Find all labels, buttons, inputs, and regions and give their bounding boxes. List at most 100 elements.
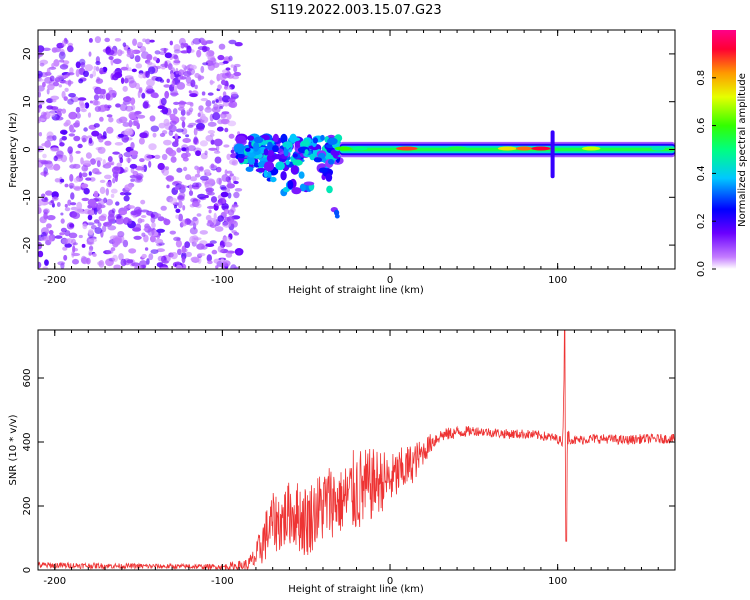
spectrogram-transition-blob: [285, 141, 291, 150]
spectrogram-noise-blob: [107, 156, 113, 163]
spectrogram-noise-blob: [68, 93, 76, 98]
spectrogram-noise-blob: [115, 201, 120, 206]
spectrogram-transition-blob: [235, 135, 247, 144]
spectrogram-noise-blob: [81, 197, 90, 202]
spectrogram-noise-blob: [118, 116, 128, 124]
spectrogram-noise-blob: [117, 49, 123, 57]
spectrogram-noise-blob: [140, 209, 150, 213]
spectrogram-noise-blob: [72, 163, 81, 169]
spectrogram-noise-blob: [232, 204, 239, 208]
spectrogram-noise-blob: [184, 241, 191, 249]
spectrogram-noise-blob: [107, 225, 117, 231]
spectrogram-noise-blob: [49, 110, 56, 117]
spectrogram-noise-blob: [74, 120, 80, 127]
spectrogram-noise-blob: [173, 85, 178, 91]
spectrogram-noise-blob: [99, 179, 106, 183]
spectrogram-noise-blob: [133, 235, 142, 240]
spectrogram-noise-blob: [178, 101, 187, 105]
spectrogram-noise-blob: [161, 153, 168, 161]
spectrogram-noise-blob: [187, 145, 196, 152]
spectrogram-noise-blob: [98, 215, 107, 222]
spectrogram-noise-blob: [165, 176, 174, 181]
spectrogram-noise-blob: [169, 197, 178, 204]
x-tick-label: -200: [43, 576, 66, 587]
spectrogram-transition-blob: [253, 136, 264, 144]
spectrogram-noise-blob: [46, 223, 52, 229]
spectrogram-transition-blob: [290, 165, 299, 175]
spectrogram-transition-blob: [318, 152, 326, 159]
spectrogram-noise-blob: [143, 228, 149, 231]
spectrogram-noise-blob: [124, 184, 133, 191]
spectrogram-noise-blob: [97, 88, 106, 95]
spectrogram-noise-blob: [230, 91, 238, 97]
spectrogram-noise-blob: [54, 235, 63, 239]
spectrogram-noise-blob: [104, 104, 109, 108]
spectrogram-noise-blob: [205, 214, 212, 221]
spectrogram-noise-blob: [213, 258, 221, 264]
spectrogram-noise-blob: [93, 219, 100, 224]
spectrogram-noise-blob: [94, 106, 102, 112]
spectrogram-noise-blob: [39, 59, 49, 65]
spectrogram-noise-blob: [208, 147, 218, 151]
spectrogram-noise-blob: [175, 186, 179, 191]
spectrogram-noise-blob: [175, 214, 180, 219]
spectrogram-noise-blob: [99, 116, 104, 122]
colorbar: 0.0 0.2 0.4 0.6 0.8 Normalized spectral ampl…: [696, 30, 748, 277]
spectrogram-noise-blob: [119, 211, 127, 215]
spectrogram-transition-blob: [233, 143, 245, 154]
spectrogram-noise-blob: [183, 71, 192, 77]
snr-ylabel: SNR (10 * v/v): [8, 414, 19, 485]
spectrogram-noise-blob: [200, 98, 208, 102]
spectrogram-noise-blob: [176, 82, 186, 90]
x-tick-label: -100: [211, 576, 234, 587]
spectrogram-noise-blob: [70, 202, 77, 206]
spectrogram-transition-blob: [313, 157, 323, 163]
spectrogram-noise-blob: [144, 153, 153, 161]
spectrogram-noise-blob: [64, 203, 68, 208]
spectrogram-noise-blob: [135, 63, 143, 69]
spectrogram-transition-blob: [287, 180, 294, 190]
spectrogram-noise-blob: [160, 266, 169, 269]
spectrogram-noise-blob: [200, 175, 209, 181]
spectrogram-noise-blob: [65, 119, 71, 126]
spectrogram-noise-blob: [116, 162, 122, 168]
spectrogram-noise-blob: [172, 108, 178, 115]
spectrogram-noise-blob: [175, 67, 179, 75]
spectrogram-noise-blob: [159, 133, 166, 137]
spectrogram-noise-blob: [61, 130, 68, 136]
spectrogram-hotspot: [352, 146, 368, 151]
spectrogram-noise-blob: [209, 65, 215, 70]
spectrogram-noise-blob: [193, 217, 199, 226]
spectrogram-noise-blob: [144, 223, 150, 229]
spectrogram-noise-blob: [226, 183, 235, 189]
spectrogram-noise-blob: [105, 93, 111, 101]
spectrogram-noise-blob: [198, 105, 204, 112]
spectrogram-transition-blob: [272, 133, 279, 143]
spectrogram-noise-blob: [38, 250, 44, 258]
spectrogram-noise-blob: [81, 257, 89, 265]
spectrogram-noise-blob: [132, 227, 142, 232]
spectrogram-noise-blob: [128, 119, 133, 128]
spectrogram-noise-blob: [221, 203, 229, 211]
spectrogram-noise-blob: [226, 86, 232, 90]
spectrogram-noise-blob: [196, 213, 202, 217]
spectrogram-noise-blob: [112, 151, 120, 155]
spectrogram-noise-blob: [233, 232, 240, 236]
spectrogram-noise-blob: [108, 56, 114, 60]
spectrogram-noise-blob: [98, 198, 105, 206]
spectrogram-noise-blob: [182, 205, 186, 211]
spectrogram-noise-blob: [117, 231, 125, 238]
spectrogram-noise-blob: [48, 230, 54, 235]
spectrogram-noise-blob: [221, 174, 229, 182]
spectrogram-noise-blob: [145, 85, 154, 91]
spectrogram-noise-blob: [97, 261, 103, 266]
spectrogram-noise-blob: [204, 106, 212, 113]
spectrogram-noise-blob: [207, 121, 217, 127]
spectrogram-noise-blob: [43, 170, 47, 178]
y-tick-label: 0: [22, 146, 33, 152]
spectrogram-noise-blob: [87, 209, 96, 216]
spectrogram-noise-blob: [114, 142, 124, 146]
spectrogram-hotspot: [497, 146, 517, 151]
